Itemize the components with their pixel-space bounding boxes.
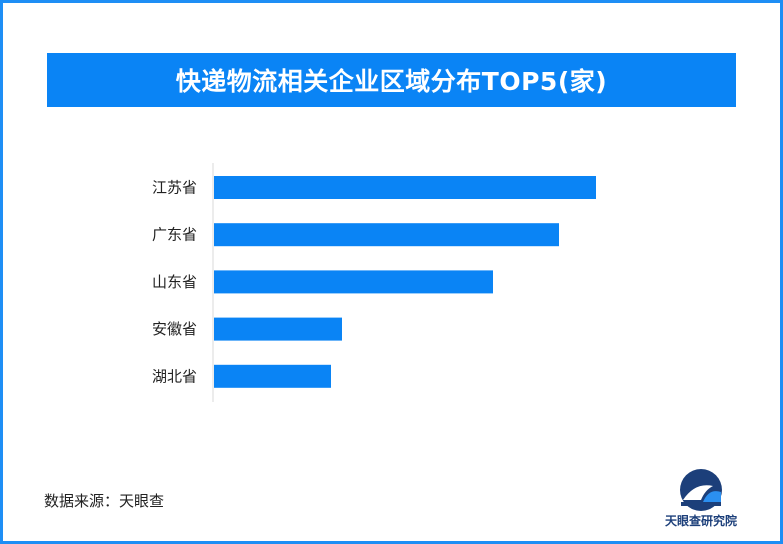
- title-banner: 快递物流相关企业区域分布TOP5(家): [47, 53, 736, 107]
- tianyancha-logo: 天眼查研究院: [651, 466, 751, 532]
- bar-3: [214, 270, 493, 294]
- bar-1: [214, 176, 596, 199]
- category-label-5: 湖北省: [152, 367, 197, 385]
- tianyancha-logo-icon: [680, 469, 722, 511]
- category-label-4: 安徽省: [152, 320, 197, 338]
- category-label-1: 江苏省: [152, 179, 197, 197]
- bar-2: [214, 223, 559, 247]
- data-source-note: 数据来源：天眼查: [44, 492, 165, 510]
- category-label-3: 山东省: [152, 273, 197, 291]
- bar-4: [214, 317, 342, 341]
- bars-group: [214, 176, 596, 388]
- logo-text: 天眼查研究院: [664, 514, 737, 528]
- chart-title: 快递物流相关企业区域分布TOP5(家): [175, 67, 608, 96]
- bar-5: [214, 364, 331, 388]
- category-label-2: 广东省: [152, 226, 197, 244]
